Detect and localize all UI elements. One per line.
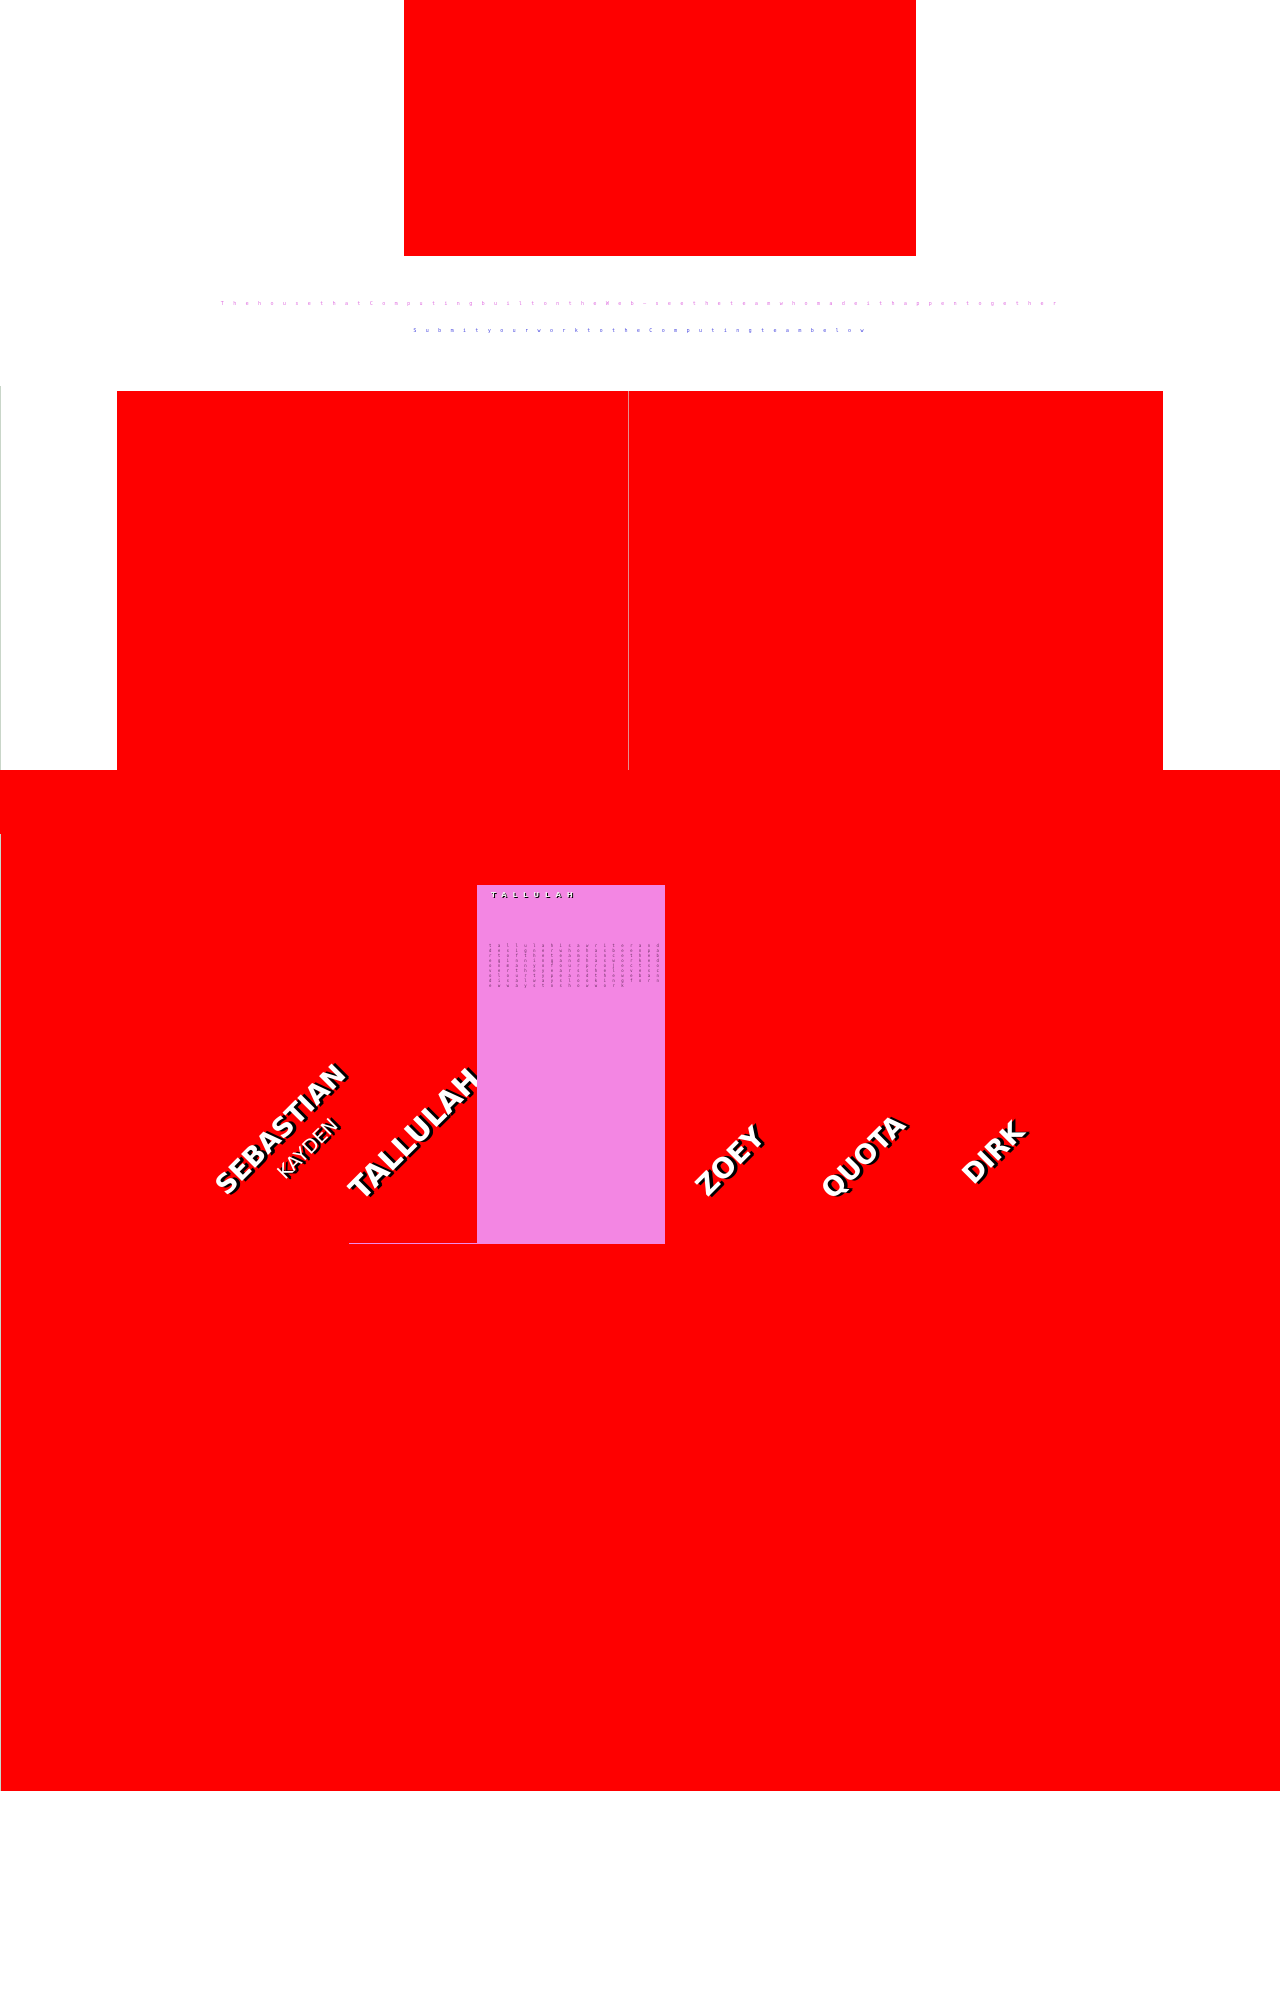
profile-card-bio: t a l l u l a h i s a w r i t e r a n d … [489, 943, 661, 988]
page-edge-line [0, 386, 1, 1791]
profile-card-title: TALLULAH [491, 891, 579, 899]
tagline-secondary[interactable]: S u b m i t y o u r w o r k t o t h e C … [413, 328, 867, 334]
tagline-primary: T h e h o u s e t h a t C o m p u t i n … [220, 301, 1060, 307]
hero-image [404, 0, 916, 256]
section-band [0, 770, 1280, 834]
panel-divider [628, 391, 629, 770]
feature-panel-left[interactable] [117, 391, 628, 770]
feature-panel-right[interactable] [629, 391, 1163, 770]
active-member-underline [349, 1243, 478, 1244]
profile-card: TALLULAH t a l l u l a h i s a w r i t e… [477, 885, 665, 1244]
